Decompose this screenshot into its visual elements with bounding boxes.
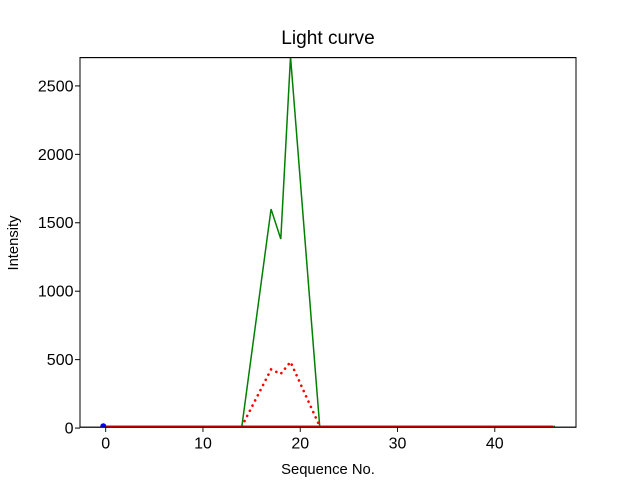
svg-text:2000: 2000: [38, 147, 74, 164]
svg-text:500: 500: [47, 352, 74, 369]
svg-text:1000: 1000: [38, 284, 74, 301]
svg-text:30: 30: [389, 436, 407, 453]
svg-text:10: 10: [194, 436, 212, 453]
svg-text:Sequence No.: Sequence No.: [281, 462, 375, 478]
svg-text:20: 20: [291, 436, 309, 453]
svg-text:0: 0: [101, 436, 110, 453]
svg-text:2500: 2500: [38, 78, 74, 95]
svg-text:0: 0: [65, 421, 74, 438]
svg-text:1500: 1500: [38, 215, 74, 232]
svg-text:40: 40: [486, 436, 504, 453]
svg-text:Light curve: Light curve: [281, 28, 374, 49]
svg-text:Intensity: Intensity: [6, 215, 22, 271]
